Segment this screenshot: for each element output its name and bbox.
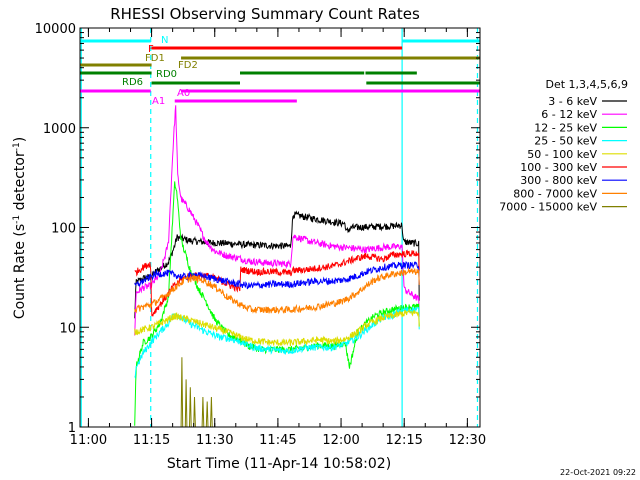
y-label-sup-1: -1 <box>12 215 22 224</box>
state-label-fd1: FD1 <box>145 53 165 64</box>
legend-label: 800 - 7000 keV <box>513 187 597 200</box>
state-label-a0: A0 <box>177 88 190 99</box>
legend-label: 25 - 50 keV <box>534 135 597 148</box>
series-line-7000-15000-kev <box>134 357 215 428</box>
state-label-f: F <box>148 44 154 55</box>
y-tick-label: 100 <box>51 222 76 237</box>
legend-label: 7000 - 15000 keV <box>499 201 597 214</box>
legend-label: 12 - 25 keV <box>534 121 597 134</box>
state-label-a1: A1 <box>152 96 165 107</box>
series-line-800-7000-kev <box>134 267 420 315</box>
y-tick-label: 10 <box>59 321 76 336</box>
legend-label: 3 - 6 keV <box>548 95 597 108</box>
series-line-6-12-kev <box>134 105 420 336</box>
x-tick-label: 11:00 <box>70 433 107 448</box>
y-label-tail: ) <box>12 137 28 142</box>
series-line-3-6-kev <box>134 210 420 319</box>
x-tick-label: 12:00 <box>322 433 359 448</box>
y-label-part: Count Rate (s <box>12 224 28 319</box>
legend-title: Det 1,3,4,5,6,9 <box>545 78 628 91</box>
series-line-300-800-kev <box>134 260 420 290</box>
timestamp-label: 22-Oct-2021 09:22 <box>560 468 636 477</box>
series-line-50-100-kev <box>134 307 420 347</box>
state-label-rd0: RD0 <box>156 69 177 80</box>
y-label-sup-2: -1 <box>12 142 22 151</box>
chart-title: RHESSI Observing Summary Count Rates <box>110 5 420 23</box>
y-tick-label: 1000 <box>43 122 76 137</box>
y-label-part-2: detector <box>12 151 28 215</box>
legend-label: 100 - 300 keV <box>520 161 597 174</box>
series-line-12-25-kev <box>134 181 420 426</box>
y-tick-label: 1 <box>68 421 76 436</box>
y-axis-label: Count Rate (s-1 detector-1) <box>12 137 28 319</box>
legend-label: 6 - 12 keV <box>541 108 597 121</box>
x-tick-label: 11:15 <box>133 433 170 448</box>
x-tick-label: 11:30 <box>196 433 233 448</box>
legend-label: 300 - 800 keV <box>520 174 597 187</box>
y-tick-label: 10000 <box>35 22 76 37</box>
x-tick-label: 12:30 <box>449 433 486 448</box>
x-tick-label: 12:15 <box>385 433 422 448</box>
state-label-fd2: FD2 <box>178 60 198 71</box>
axes: 1 10 100 1000 10000 11:00 11:15 11:30 11:45 12:00… <box>35 22 486 448</box>
x-tick-label: 11:45 <box>259 433 296 448</box>
state-label-n: N <box>161 35 168 46</box>
x-axis-label: Start Time (11-Apr-14 10:58:02) <box>167 456 391 472</box>
legend-label: 50 - 100 keV <box>527 148 597 161</box>
state-label-rd6: RD6 <box>122 77 143 88</box>
